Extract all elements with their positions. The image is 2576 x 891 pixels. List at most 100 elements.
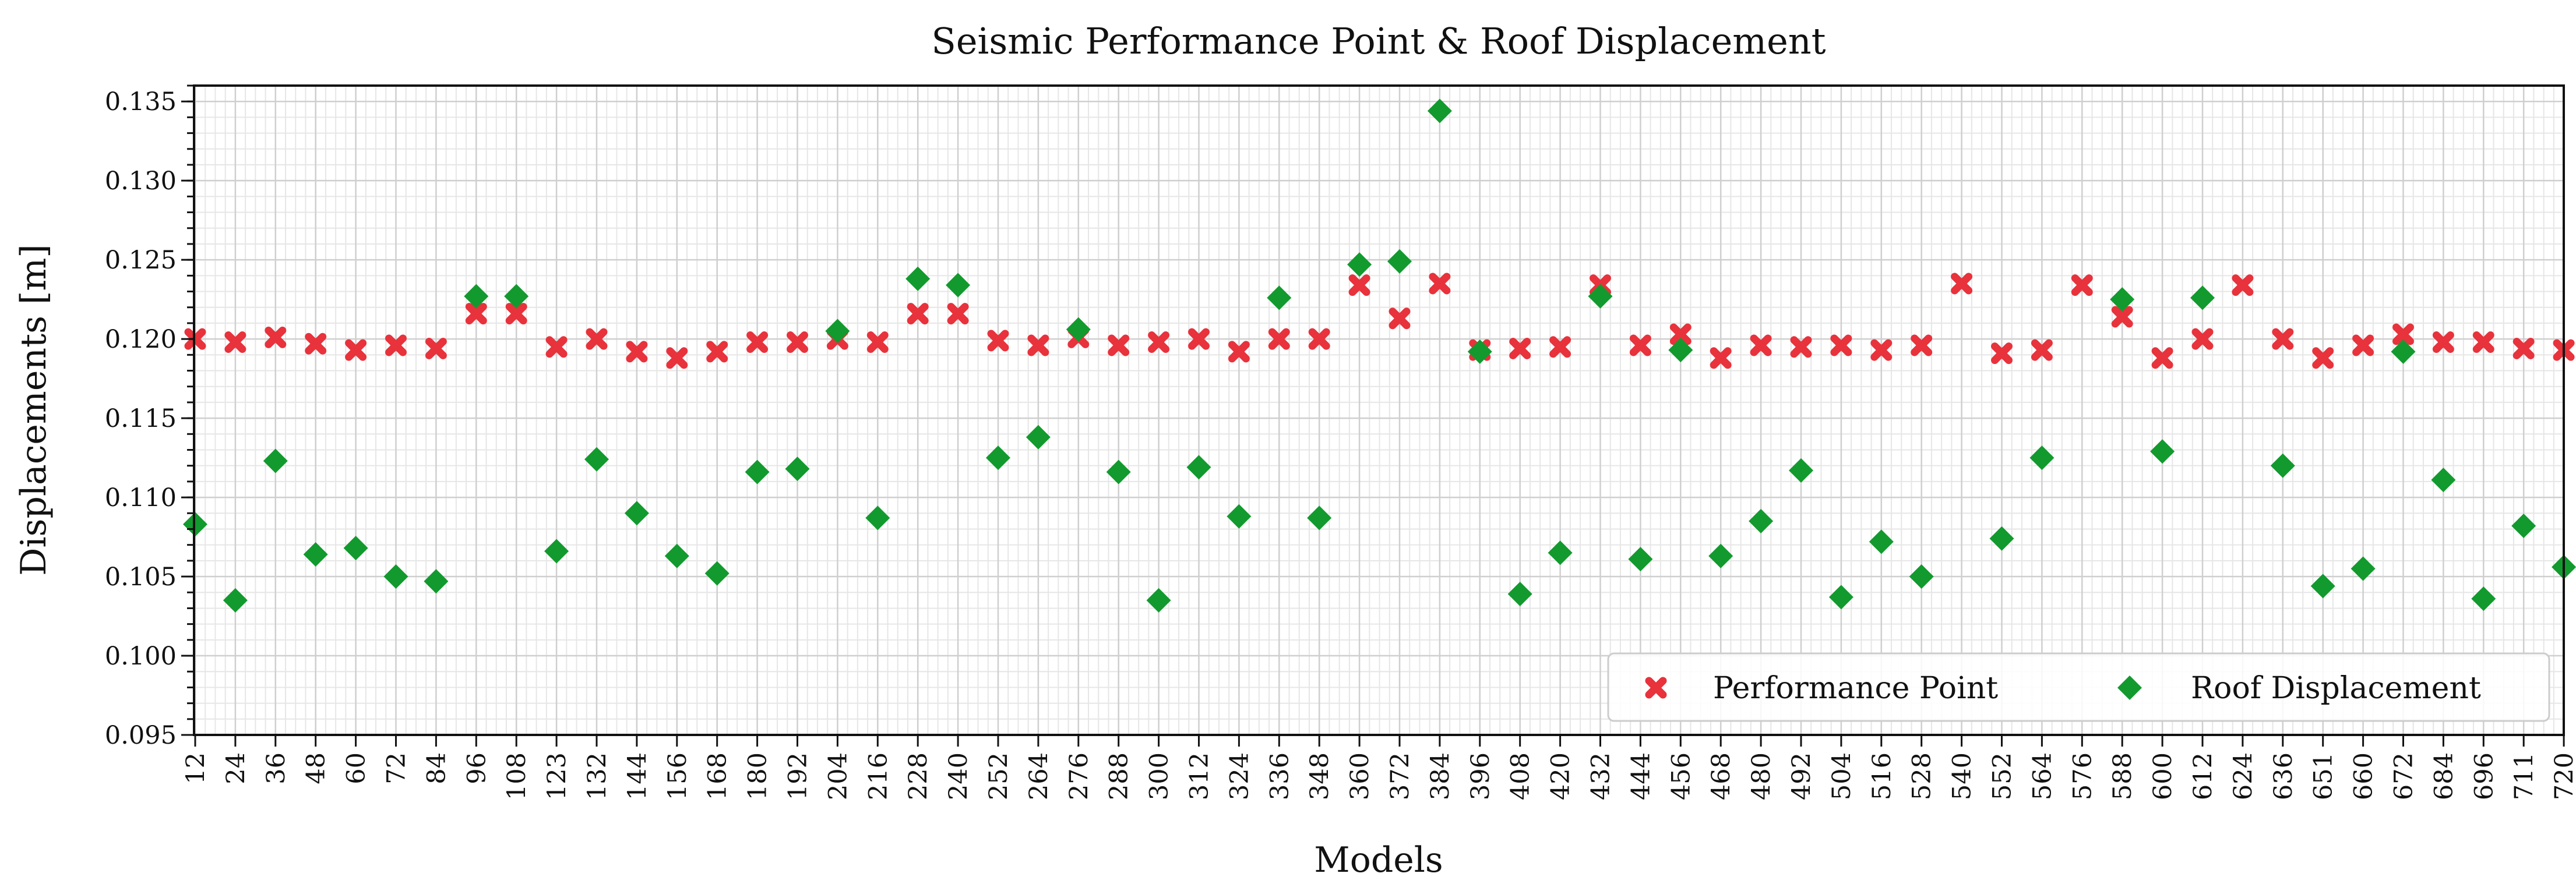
performance-point-marker — [224, 331, 246, 353]
roof-displacement-marker — [1427, 98, 1452, 123]
roof-displacement-marker — [2110, 287, 2135, 312]
roof-displacement-marker — [1227, 504, 1252, 529]
y-tick-label: 0.135 — [105, 87, 177, 116]
x-tick-label: 576 — [2068, 752, 2097, 800]
performance-point-marker — [1870, 339, 1893, 361]
roof-displacement-marker — [1708, 543, 1733, 568]
roof-displacement-marker — [1548, 540, 1573, 565]
performance-point-marker — [1669, 323, 1692, 345]
roof-displacement-marker — [1628, 547, 1653, 572]
roof-displacement-marker — [664, 543, 689, 568]
x-tick-label: 276 — [1065, 752, 1094, 800]
performance-point-marker — [2352, 334, 2374, 356]
performance-point-marker — [1389, 307, 1411, 330]
x-tick-label: 96 — [462, 752, 491, 784]
x-tick-label: 540 — [1948, 752, 1977, 800]
x-tick-label: 720 — [2550, 752, 2576, 800]
roof-displacement-marker — [464, 284, 489, 309]
legend-marker-roof-displacement — [2117, 676, 2142, 700]
roof-displacement-marker — [1066, 317, 1091, 342]
performance-point-marker — [265, 326, 287, 348]
x-tick-label: 252 — [984, 752, 1013, 800]
y-tick-label: 0.105 — [105, 563, 177, 592]
chart-title: Seismic Performance Point & Roof Displac… — [931, 20, 1826, 62]
x-tick-label: 60 — [342, 752, 371, 784]
roof-displacement-marker — [1146, 588, 1171, 613]
performance-point-marker — [2272, 328, 2294, 350]
legend: Performance Point Roof Displacement — [1607, 652, 2550, 722]
x-tick-label: 288 — [1105, 752, 1134, 800]
performance-point-marker — [2232, 274, 2254, 296]
x-tick-label: 108 — [502, 752, 531, 800]
roof-displacement-marker — [383, 564, 408, 589]
roof-displacement-marker — [1267, 285, 1292, 310]
performance-point-marker — [1108, 334, 1130, 356]
performance-point-marker — [305, 333, 327, 355]
roof-displacement-marker — [2310, 574, 2335, 599]
roof-displacement-marker — [1588, 284, 1613, 309]
x-tick-label: 600 — [2148, 752, 2177, 800]
performance-point-marker — [1308, 328, 1330, 350]
performance-point-marker — [1188, 328, 1210, 350]
y-tick-label: 0.120 — [105, 325, 177, 354]
x-axis-label: Models — [1314, 840, 1443, 881]
legend-box — [1607, 652, 2550, 722]
performance-point-marker — [666, 347, 688, 369]
x-tick-label: 468 — [1707, 752, 1736, 800]
performance-point-marker — [345, 339, 367, 361]
x-tick-label: 420 — [1546, 752, 1576, 800]
roof-displacement-marker — [584, 447, 609, 472]
performance-point-marker — [1268, 328, 1290, 350]
roof-displacement-marker — [2190, 285, 2215, 310]
x-tick-label: 228 — [904, 752, 933, 800]
performance-point-marker — [465, 303, 487, 325]
roof-displacement-marker — [1106, 459, 1131, 485]
roof-displacement-marker — [865, 505, 890, 531]
roof-displacement-marker — [544, 539, 569, 564]
performance-point-marker — [1509, 337, 1531, 359]
performance-point-marker — [1148, 331, 1170, 353]
roof-displacement-marker — [2431, 468, 2456, 493]
x-tick-label: 612 — [2189, 752, 2218, 800]
roof-displacement-marker — [263, 448, 288, 473]
legend-x-marker — [1645, 677, 1667, 699]
performance-point-marker — [1027, 334, 1049, 356]
x-tick-label: 132 — [583, 752, 612, 800]
x-tick-label: 624 — [2229, 752, 2258, 800]
performance-point-marker — [2432, 331, 2454, 353]
roof-displacement-marker — [704, 561, 730, 586]
roof-displacement-marker — [1186, 455, 1211, 480]
roof-displacement-marker — [785, 457, 810, 482]
x-tick-label: 684 — [2429, 752, 2458, 800]
roof-displacement-marker — [2029, 446, 2055, 471]
x-tick-label: 84 — [422, 752, 451, 784]
x-tick-label: 264 — [1024, 752, 1053, 800]
y-tick-label: 0.125 — [105, 246, 177, 275]
roof-displacement-marker — [1026, 425, 1051, 450]
x-tick-label: 552 — [1988, 752, 2017, 800]
y-tick-label: 0.115 — [105, 404, 177, 433]
plot-frame — [193, 84, 2565, 736]
roof-displacement-marker — [1789, 458, 1813, 483]
x-tick-label: 312 — [1185, 752, 1214, 800]
performance-point-marker — [2111, 306, 2133, 328]
x-tick-label: 504 — [1827, 752, 1856, 800]
x-tick-label: 432 — [1587, 752, 1616, 800]
grid — [194, 85, 2565, 736]
performance-point-marker — [2151, 347, 2173, 369]
x-tick-label: 660 — [2349, 752, 2378, 800]
x-tick-label: 516 — [1867, 752, 1897, 800]
performance-point-marker — [425, 337, 447, 359]
roof-displacement-marker — [986, 446, 1010, 471]
x-tick-label: 300 — [1145, 752, 1174, 800]
performance-point-marker — [505, 303, 527, 325]
performance-point-marker — [2191, 328, 2214, 350]
performance-point-marker — [2031, 339, 2053, 361]
roof-displacement-marker — [504, 284, 529, 309]
x-tick-label: 240 — [944, 752, 973, 800]
performance-point-marker — [1549, 336, 1571, 358]
performance-point-marker — [1911, 334, 1933, 356]
x-tick-label: 36 — [262, 752, 291, 784]
performance-point-marker — [1951, 273, 1973, 295]
